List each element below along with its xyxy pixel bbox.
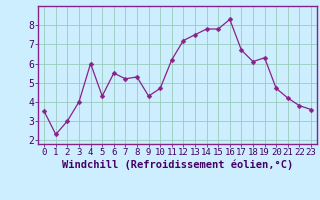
X-axis label: Windchill (Refroidissement éolien,°C): Windchill (Refroidissement éolien,°C) xyxy=(62,160,293,170)
